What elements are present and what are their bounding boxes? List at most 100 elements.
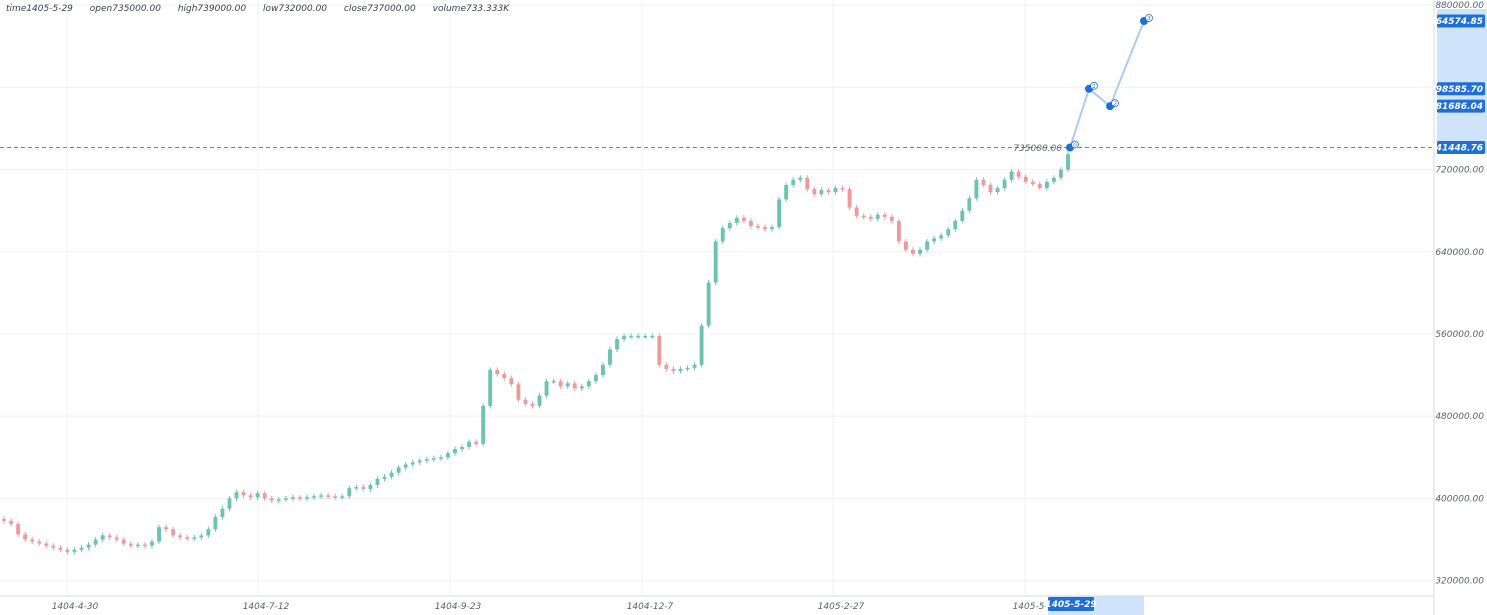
candle-body — [896, 220, 901, 242]
price-tag-label: 781686.04 — [1429, 102, 1483, 112]
candle-body — [227, 498, 232, 509]
candle-body — [572, 383, 577, 389]
candle-body — [812, 189, 817, 195]
candle-body — [460, 447, 464, 450]
candle-body — [1030, 181, 1035, 184]
price-tag — [1437, 141, 1485, 155]
price-tick-label: 320000.00 — [1435, 577, 1484, 587]
candle-body — [1044, 181, 1049, 189]
projection-point-badge — [1071, 140, 1079, 149]
time-axis-layer: 1404-4-30 1404-7-12 1404-9-23 1404-12-7 1405… — [52, 597, 1097, 612]
candle-body — [826, 190, 831, 193]
candle-body — [953, 220, 958, 230]
candle-body — [51, 545, 56, 548]
current-time-label: 1405-5-29 — [1045, 600, 1096, 610]
candle-body — [135, 544, 140, 547]
candle-body — [1066, 154, 1070, 170]
candle-body — [608, 349, 612, 365]
candle-body — [2, 518, 6, 521]
candle-body — [875, 214, 880, 219]
candle-body — [706, 282, 711, 326]
candle-body — [488, 369, 493, 406]
time-tick-label: 1404-4-30 — [52, 602, 99, 612]
candle-body — [840, 188, 845, 190]
candle-body — [453, 449, 457, 454]
candle-body — [685, 367, 690, 370]
candle-body — [946, 229, 951, 236]
legend-volume: volume733.333K — [432, 4, 510, 14]
candle-body — [37, 541, 42, 544]
candle-body — [932, 238, 937, 242]
candle-body — [305, 497, 309, 499]
candle-body — [756, 226, 760, 228]
projection-point-badge — [1090, 81, 1098, 90]
candles-layer — [2, 151, 1070, 555]
projection-point-label: 0 — [1073, 143, 1077, 149]
price-tags-layer: 864574.85 798585.70 781686.04 741448.76 — [1429, 14, 1485, 155]
candle-body — [121, 539, 126, 544]
candle-body — [389, 472, 394, 477]
candle-body — [150, 541, 154, 546]
candle-body — [1009, 171, 1014, 180]
candle-body — [601, 364, 605, 376]
candle-body — [93, 539, 98, 545]
candle-body — [523, 399, 528, 404]
candle-body — [586, 381, 591, 387]
candle-body — [889, 216, 894, 221]
price-tag — [1437, 99, 1485, 113]
candle-body — [72, 549, 77, 552]
candle-body — [234, 492, 239, 499]
candle-body — [911, 249, 915, 254]
candle-body — [128, 543, 133, 546]
candle-body — [763, 227, 767, 230]
candle-body — [516, 384, 521, 400]
candle-body — [558, 381, 563, 387]
candle-body — [657, 336, 662, 365]
candle-body — [798, 177, 803, 180]
candle-body — [107, 535, 112, 538]
candle-body — [509, 378, 514, 385]
price-tick-label: 480000.00 — [1435, 412, 1484, 422]
projection-point-badge — [1145, 14, 1153, 22]
candle-body — [579, 386, 584, 389]
price-tick-label: 560000.00 — [1435, 330, 1484, 340]
candle-body — [819, 190, 824, 195]
price-range-highlight — [1437, 8, 1487, 154]
candle-body — [530, 403, 535, 406]
candle-body — [615, 339, 619, 350]
candle-body — [248, 495, 253, 498]
price-tag — [1437, 82, 1485, 96]
candle-body — [361, 487, 366, 490]
candle-body — [734, 217, 739, 223]
candle-body — [368, 485, 373, 490]
candle-body — [424, 459, 429, 461]
candle-body — [23, 534, 28, 540]
candle-body — [903, 241, 908, 250]
candle-body — [333, 496, 338, 498]
candle-body — [720, 228, 725, 242]
candle-body — [417, 460, 422, 463]
candle-body — [86, 544, 91, 548]
candle-body — [678, 368, 683, 371]
candle-body — [326, 495, 331, 497]
time-tick-label: 1405-2-27 — [818, 602, 865, 612]
time-tick-label: 1404-9-23 — [435, 602, 482, 612]
candle-body — [114, 537, 119, 540]
candle-body — [431, 458, 436, 460]
candle-body — [241, 492, 246, 496]
candle-body — [777, 199, 782, 228]
candle-body — [199, 535, 204, 538]
candle-body — [537, 395, 542, 406]
candle-body — [741, 217, 746, 221]
candle-body — [960, 210, 965, 221]
candle-body — [995, 188, 1000, 193]
candle-body — [192, 537, 197, 539]
candle-body — [939, 235, 944, 239]
candle-body — [671, 368, 676, 371]
legend-time: time1405-5-29 — [6, 4, 73, 14]
candle-body — [410, 462, 415, 465]
candle-body — [9, 520, 13, 525]
candle-body — [502, 374, 507, 379]
